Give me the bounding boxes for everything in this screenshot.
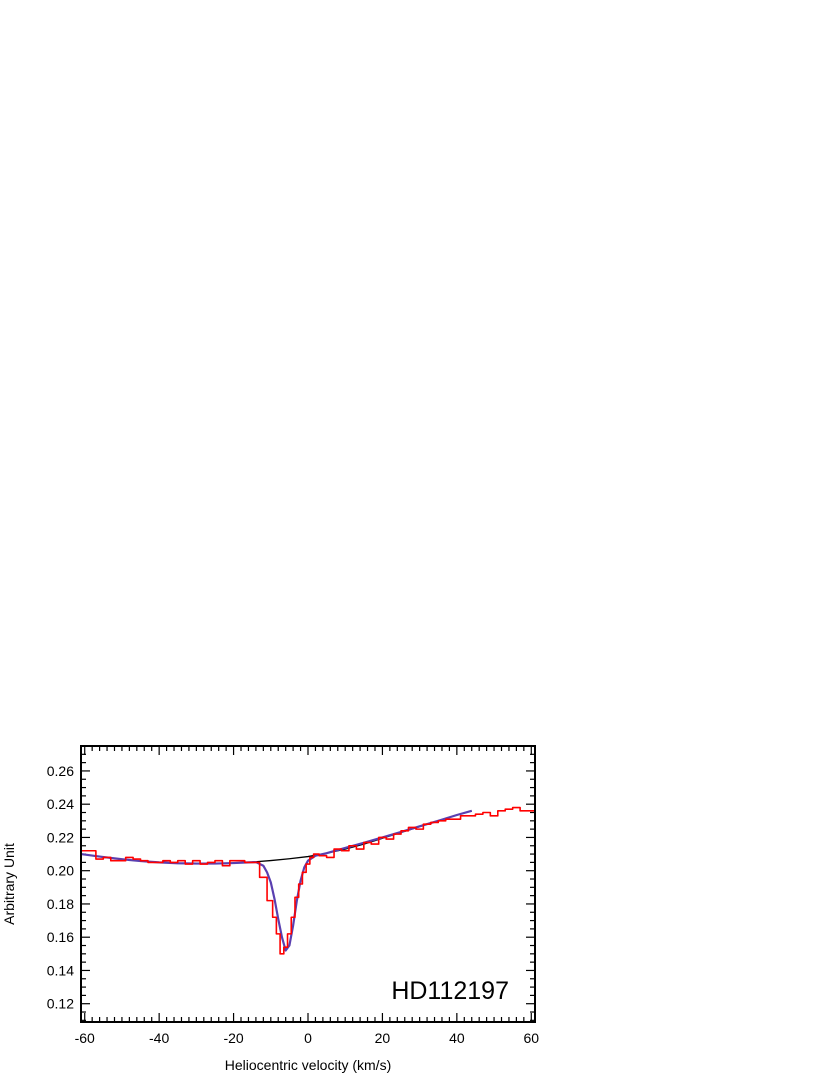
plot-frame — [80, 745, 536, 1023]
continuum-line — [81, 810, 472, 865]
y-tick-label: 0.18 — [47, 896, 74, 912]
x-tick-label: 40 — [449, 1030, 465, 1046]
tick-labels: -60 -40 -20 0 20 40 60 0.12 0.14 0.16 0.18 0.20 0.22… — [47, 763, 540, 1046]
y-tick-label: 0.12 — [47, 996, 74, 1012]
y-axis-title: Arbitrary Unit — [1, 843, 17, 925]
observed-spectrum-line — [81, 806, 535, 955]
data-series — [81, 806, 535, 955]
y-tick-label: 0.16 — [47, 929, 74, 945]
star-annotation: HD112197 — [391, 977, 509, 1005]
y-tick-label: 0.14 — [47, 962, 74, 978]
y-tick-label: 0.20 — [47, 863, 74, 879]
y-tick-label: 0.26 — [47, 763, 74, 779]
x-tick-label: 60 — [523, 1030, 539, 1046]
y-tick-label: 0.24 — [47, 796, 74, 812]
y-tick-label: 0.22 — [47, 829, 74, 845]
x-tick-label: -40 — [149, 1030, 169, 1046]
x-tick-label: 0 — [304, 1030, 312, 1046]
x-tick-label: -60 — [75, 1030, 95, 1046]
x-tick-label: -20 — [223, 1030, 243, 1046]
x-axis-title: Heliocentric velocity (km/s) — [225, 1057, 391, 1073]
x-tick-label: 20 — [375, 1030, 391, 1046]
